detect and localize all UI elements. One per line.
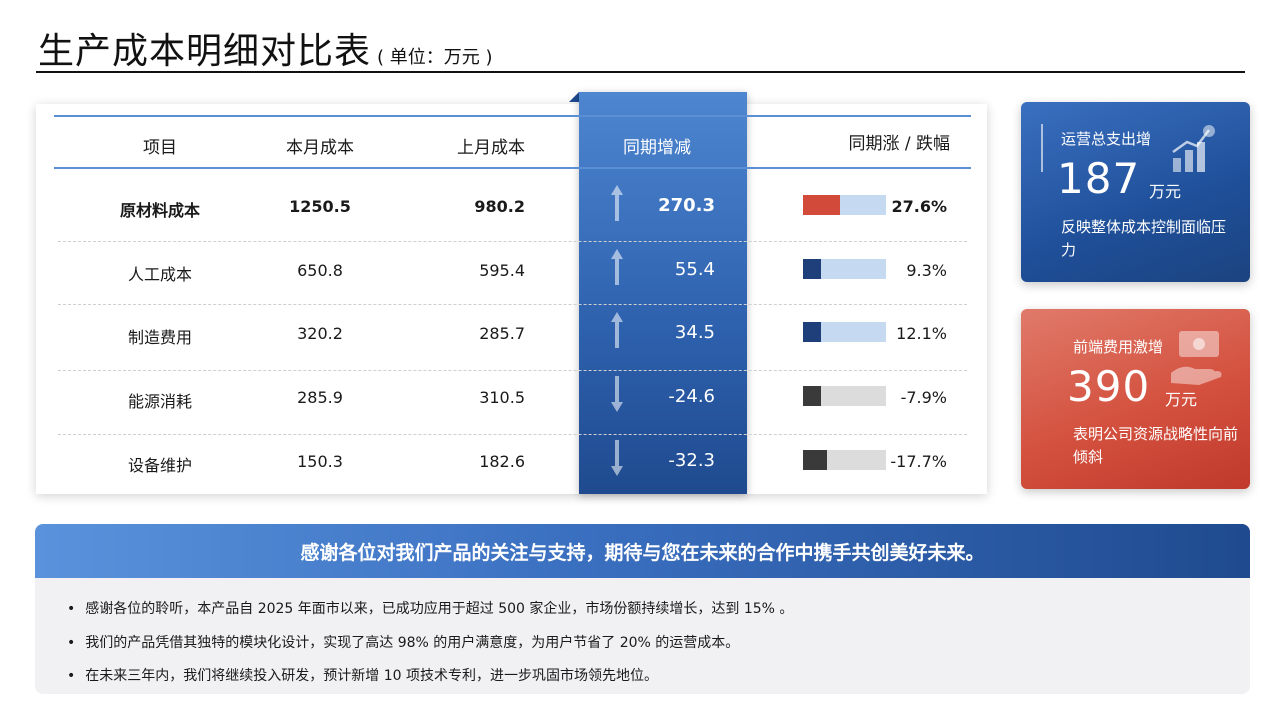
pct-bar bbox=[803, 195, 886, 215]
header-previous: 上月成本 bbox=[457, 138, 525, 158]
banner-text: 感谢各位对我们产品的关注与支持，期待与您在未来的合作中携手共创美好未来。 bbox=[300, 541, 985, 564]
pct-bar-fill bbox=[803, 322, 821, 342]
row-current-cost: 320.2 bbox=[297, 324, 343, 343]
cost-table-card bbox=[36, 104, 987, 494]
row-current-cost: 650.8 bbox=[297, 261, 343, 280]
arrow-up-icon bbox=[611, 312, 623, 348]
kpi-unit: 万元 bbox=[1165, 390, 1198, 409]
row-diff-value: 34.5 bbox=[674, 322, 715, 343]
row-pct-value: 12.1% bbox=[896, 324, 947, 343]
row-current-cost: 1250.5 bbox=[289, 197, 351, 216]
kpi-value: 187 bbox=[1057, 154, 1141, 203]
pct-bar bbox=[803, 322, 886, 342]
row-pct-value: -17.7% bbox=[890, 452, 947, 471]
row-divider bbox=[58, 370, 967, 371]
row-divider bbox=[58, 434, 967, 435]
table-top-rule bbox=[54, 115, 971, 117]
kpi-description: 反映整体成本控制面临压力 bbox=[1061, 218, 1227, 259]
diff-highlight-column bbox=[579, 92, 747, 494]
row-current-cost: 285.9 bbox=[297, 388, 343, 407]
kpi-card-total-expense: 运营总支出增 187 万元 反映整体成本控制面临压力 bbox=[1021, 102, 1250, 282]
row-divider bbox=[58, 304, 967, 305]
row-pct-value: 9.3% bbox=[906, 261, 947, 280]
arrow-up-icon bbox=[611, 249, 623, 285]
row-item-name: 能源消耗 bbox=[127, 392, 192, 411]
row-diff-value: 270.3 bbox=[658, 195, 715, 216]
header-current: 本月成本 bbox=[286, 138, 354, 158]
note-item: 在未来三年内，我们将继续投入研发，预计新增 10 项技术专利，进一步巩固市场领先… bbox=[67, 665, 658, 685]
row-item-name: 设备维护 bbox=[127, 456, 192, 475]
arrow-down-icon bbox=[611, 440, 623, 476]
kpi-label: 前端费用激增 bbox=[1073, 338, 1164, 356]
row-previous-cost: 980.2 bbox=[474, 197, 525, 216]
title-unit: ( 单位：万元 ) bbox=[377, 47, 493, 68]
page-title: 生产成本明细对比表 ( 单位：万元 ) bbox=[38, 22, 493, 74]
pct-bar bbox=[803, 386, 886, 406]
kpi-unit: 万元 bbox=[1149, 182, 1182, 201]
kpi-accent-line bbox=[1041, 124, 1043, 172]
row-divider bbox=[58, 241, 967, 242]
row-current-cost: 150.3 bbox=[297, 452, 343, 471]
row-pct-value: 27.6% bbox=[891, 197, 947, 216]
row-diff-value: 55.4 bbox=[674, 259, 715, 280]
thanks-banner: 感谢各位对我们产品的关注与支持，期待与您在未来的合作中携手共创美好未来。 bbox=[35, 524, 1250, 578]
row-item-name: 原材料成本 bbox=[119, 201, 200, 220]
row-previous-cost: 310.5 bbox=[479, 388, 525, 407]
note-item: 感谢各位的聆听，本产品自 2025 年面市以来，已成功应用于超过 500 家企业… bbox=[67, 598, 793, 618]
note-item: 我们的产品凭借其独特的模块化设计，实现了高达 98% 的用户满意度，为用户节省了… bbox=[67, 632, 739, 652]
arrow-down-icon bbox=[611, 376, 623, 412]
pct-bar bbox=[803, 450, 886, 470]
pct-bar-fill bbox=[803, 386, 821, 406]
row-item-name: 制造费用 bbox=[127, 328, 192, 347]
row-previous-cost: 595.4 bbox=[479, 261, 525, 280]
pct-bar-fill bbox=[803, 195, 840, 215]
header-diff: 同期增减 bbox=[623, 138, 691, 158]
title-divider bbox=[36, 71, 1245, 73]
row-pct-value: -7.9% bbox=[900, 388, 947, 407]
row-item-name: 人工成本 bbox=[127, 265, 192, 284]
kpi-value: 390 bbox=[1067, 362, 1151, 411]
kpi-card-frontend-cost: 前端费用激增 390 万元 表明公司资源战略性向前倾斜 bbox=[1021, 309, 1250, 489]
notes-panel: 感谢各位的聆听，本产品自 2025 年面市以来，已成功应用于超过 500 家企业… bbox=[35, 578, 1250, 694]
kpi-description: 表明公司资源战略性向前倾斜 bbox=[1073, 425, 1239, 466]
header-item: 项目 bbox=[143, 138, 177, 158]
kpi-label: 运营总支出增 bbox=[1061, 130, 1152, 148]
pct-bar bbox=[803, 259, 886, 279]
row-diff-value: -24.6 bbox=[668, 386, 715, 407]
highlight-notch bbox=[569, 92, 579, 102]
pct-bar-fill bbox=[803, 259, 821, 279]
arrow-up-icon bbox=[611, 185, 623, 221]
pct-bar-fill bbox=[803, 450, 827, 470]
title-main: 生产成本明细对比表 bbox=[38, 31, 372, 72]
row-diff-value: -32.3 bbox=[668, 450, 715, 471]
row-previous-cost: 285.7 bbox=[479, 324, 525, 343]
row-previous-cost: 182.6 bbox=[479, 452, 525, 471]
table-header-rule bbox=[54, 167, 971, 169]
money-hand-icon bbox=[1171, 331, 1222, 385]
header-pct: 同期涨 / 跌幅 bbox=[848, 134, 950, 154]
growth-chart-icon bbox=[1172, 125, 1215, 172]
